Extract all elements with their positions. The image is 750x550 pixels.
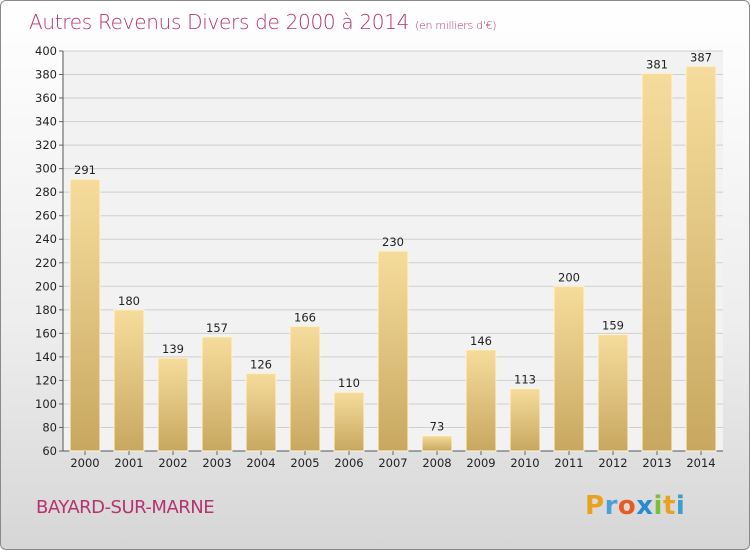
bar [201, 336, 233, 452]
bar-value-label: 157 [206, 321, 228, 335]
y-tick-label: 140 [35, 350, 57, 364]
y-tick-label: 200 [35, 279, 57, 293]
y-tick-label: 260 [35, 209, 57, 223]
logo-letter: P [585, 491, 605, 521]
x-tick-label: 2012 [598, 456, 627, 470]
bar [289, 325, 321, 452]
bar [685, 65, 717, 452]
bar-value-label: 230 [382, 235, 404, 249]
x-tick-label: 2002 [158, 456, 187, 470]
bar [465, 349, 497, 452]
y-tick-label: 300 [35, 162, 57, 176]
bar-value-label: 381 [646, 57, 668, 71]
y-tick-label: 220 [35, 256, 57, 270]
bar-value-label: 180 [118, 294, 140, 308]
y-tick-label: 240 [35, 232, 57, 246]
y-tick-label: 100 [35, 397, 57, 411]
logo-letter: t [662, 491, 676, 521]
logo-letter: i [653, 491, 663, 521]
x-tick-label: 2009 [466, 456, 495, 470]
y-tick-label: 160 [35, 326, 57, 340]
x-tick-label: 2005 [290, 456, 319, 470]
logo-letter: o [617, 491, 637, 521]
y-tick-label: 180 [35, 303, 57, 317]
proxiti-logo: Proxiti [585, 491, 685, 521]
y-tick-label: 400 [35, 44, 57, 58]
bar [641, 72, 673, 452]
bar-value-label: 387 [690, 50, 712, 64]
bar-value-label: 291 [74, 163, 96, 177]
x-tick-label: 2013 [642, 456, 671, 470]
y-tick-label: 60 [42, 444, 57, 458]
chart-unit: (en milliers d'€) [415, 19, 497, 32]
bar [597, 334, 629, 452]
y-tick-label: 80 [42, 420, 57, 434]
y-tick-label: 320 [35, 138, 57, 152]
logo-letter: r [604, 491, 618, 521]
bar [333, 391, 365, 452]
bar [157, 357, 189, 452]
bar-value-label: 159 [602, 319, 624, 333]
bar [245, 372, 277, 452]
chart-title-text: Autres Revenus Divers de 2000 à 2014 [29, 10, 410, 34]
bar-value-label: 113 [514, 373, 536, 387]
y-tick-label: 340 [35, 115, 57, 129]
x-tick-label: 2010 [510, 456, 539, 470]
y-tick-label: 380 [35, 68, 57, 82]
x-tick-label: 2007 [378, 456, 407, 470]
bar-value-label: 126 [250, 357, 272, 371]
bar-value-label: 166 [294, 310, 316, 324]
bar [113, 309, 145, 452]
y-tick-label: 120 [35, 373, 57, 387]
commune-name: BAYARD-SUR-MARNE [36, 497, 215, 518]
x-tick-label: 2004 [246, 456, 275, 470]
bar-value-label: 146 [470, 334, 492, 348]
bar [509, 388, 541, 452]
x-tick-label: 2014 [686, 456, 715, 470]
x-tick-label: 2000 [70, 456, 99, 470]
bar-value-label: 73 [430, 420, 445, 434]
x-tick-label: 2011 [554, 456, 583, 470]
bar [69, 178, 101, 452]
bar-value-label: 200 [558, 270, 580, 284]
x-tick-label: 2006 [334, 456, 363, 470]
logo-letter: i [675, 491, 686, 521]
bar-value-label: 139 [162, 342, 184, 356]
bar [553, 285, 585, 452]
x-tick-label: 2003 [202, 456, 231, 470]
bar-value-label: 110 [338, 376, 360, 390]
y-tick-label: 280 [35, 185, 57, 199]
bar [377, 250, 409, 452]
x-tick-label: 2008 [422, 456, 451, 470]
bar [421, 435, 453, 452]
x-tick-label: 2001 [114, 456, 143, 470]
logo-letter: x [636, 491, 654, 521]
y-tick-label: 360 [35, 91, 57, 105]
chart-title: Autres Revenus Divers de 2000 à 2014 (en … [29, 10, 497, 34]
